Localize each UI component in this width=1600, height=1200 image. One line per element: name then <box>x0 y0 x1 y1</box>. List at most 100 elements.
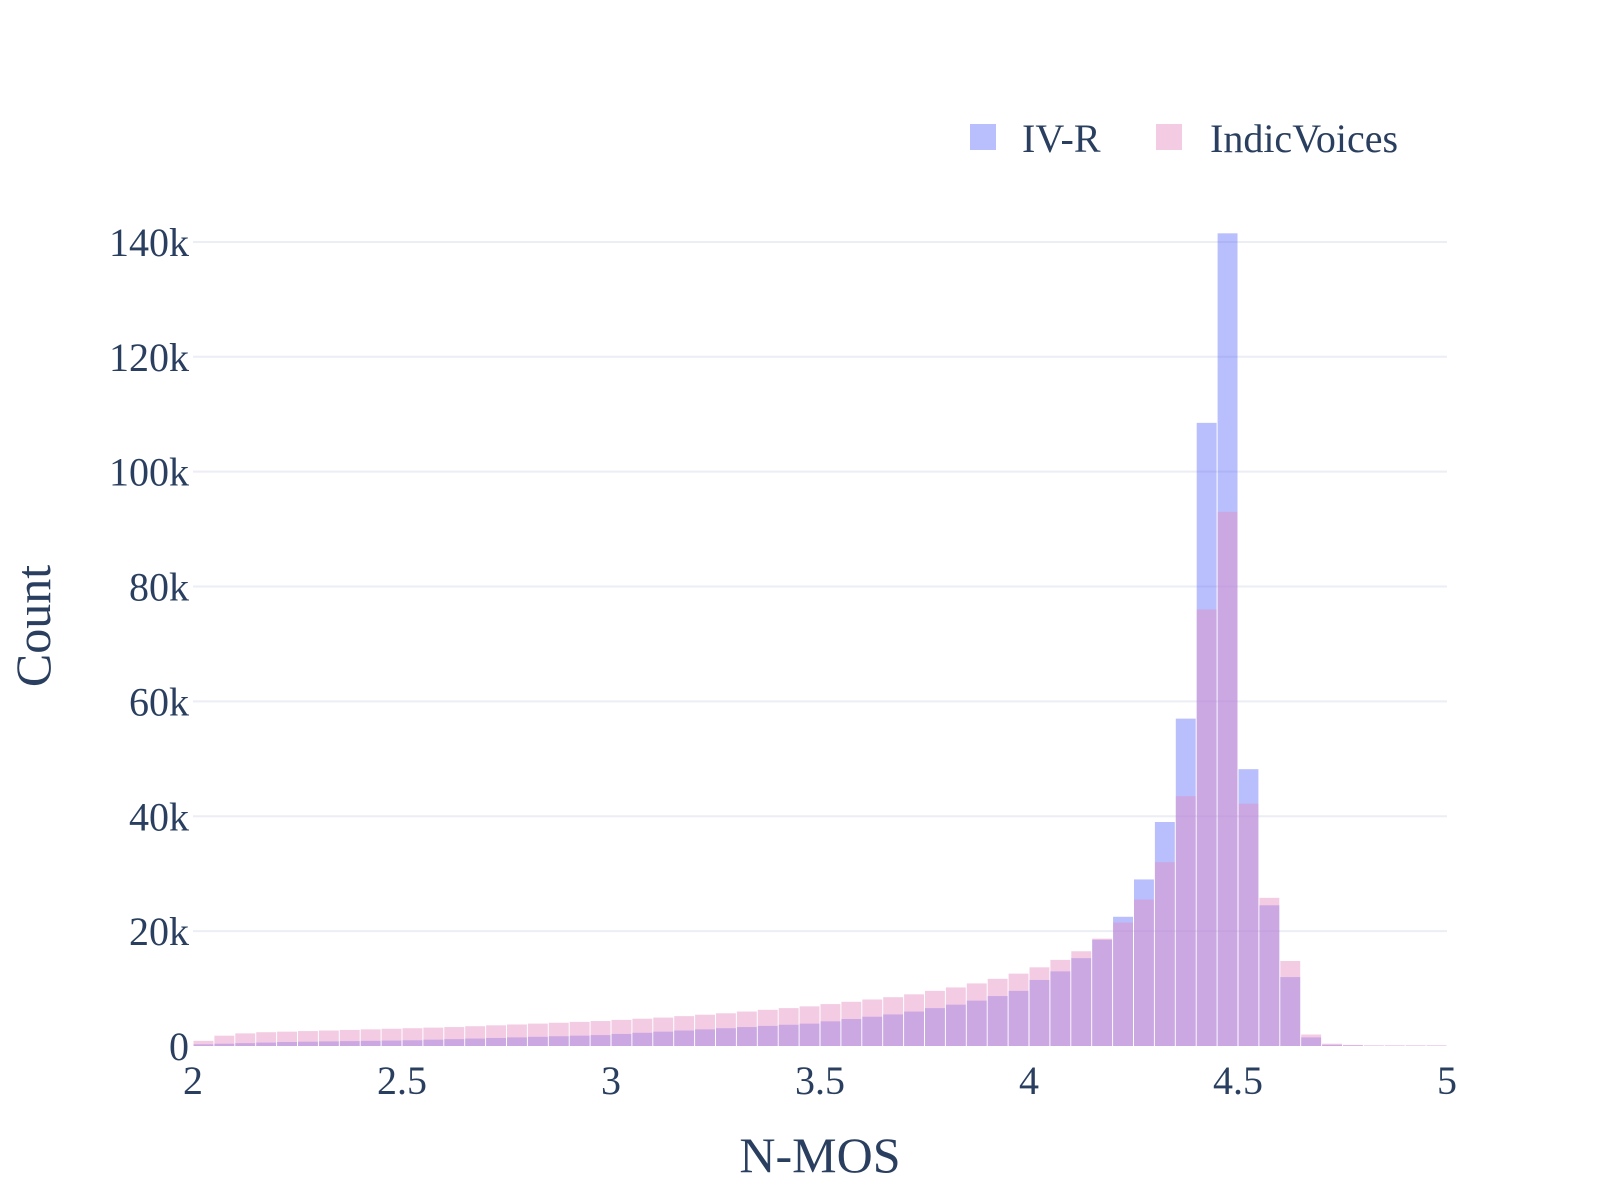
y-tick-label: 100k <box>109 450 189 495</box>
histogram-bar <box>1154 822 1175 1046</box>
histogram-bar <box>757 1009 778 1046</box>
histogram-bar <box>883 1014 904 1046</box>
histogram-bar <box>736 1011 757 1046</box>
histogram-bar <box>1301 1037 1322 1046</box>
series-iv-r <box>193 233 1447 1047</box>
histogram-bar <box>1384 1045 1405 1046</box>
histogram-bar <box>423 1039 444 1046</box>
gridlines <box>193 240 1447 933</box>
x-axis-ticks: 2 2.5 3 3.5 4 4.5 5 <box>183 1058 1457 1103</box>
histogram-bar <box>339 1029 360 1046</box>
series-indicvoices <box>193 511 1447 1046</box>
histogram-bar <box>883 997 904 1046</box>
legend[interactable]: IV-R IndicVoices <box>970 116 1398 161</box>
legend-label-indicvoices: IndicVoices <box>1210 116 1398 161</box>
histogram-bar <box>486 1025 506 1046</box>
histogram-bar <box>632 1018 653 1046</box>
histogram-bar <box>987 978 1008 1046</box>
y-axis-ticks: 0 20k 40k 60k 80k 100k 120k 140k <box>109 220 189 1069</box>
histogram-bar <box>1175 796 1196 1046</box>
histogram-bar <box>716 1028 736 1046</box>
legend-item-iv-r[interactable]: IV-R <box>970 116 1101 161</box>
histogram-bar <box>1259 905 1280 1046</box>
histogram-bars <box>193 233 1447 1047</box>
histogram-bar <box>1071 951 1092 1046</box>
histogram-bar <box>611 1019 632 1046</box>
histogram-bar <box>298 1041 318 1046</box>
histogram-bar <box>318 1030 339 1046</box>
histogram-bar <box>841 1001 862 1046</box>
legend-item-indicvoices[interactable]: IndicVoices <box>1156 116 1398 161</box>
histogram-bar <box>1238 803 1259 1046</box>
histogram-bar <box>1322 1043 1342 1046</box>
histogram-bar <box>527 1023 548 1046</box>
histogram-bar <box>381 1028 402 1046</box>
histogram-bar <box>444 1039 465 1046</box>
histogram-bar <box>1196 609 1217 1046</box>
legend-swatch-iv-r <box>970 124 996 150</box>
histogram-bar <box>298 1031 318 1046</box>
histogram-bar <box>402 1028 423 1046</box>
histogram-bar <box>486 1037 506 1046</box>
histogram-bar <box>611 1033 632 1046</box>
histogram-bar <box>256 1032 277 1046</box>
histogram-bar <box>862 1016 883 1046</box>
histogram-bar <box>590 1035 611 1046</box>
y-tick-label: 120k <box>109 335 189 380</box>
histogram-bar <box>235 1033 256 1046</box>
y-tick-label: 20k <box>129 909 189 954</box>
histogram-bar <box>360 1040 381 1046</box>
y-tick-label: 140k <box>109 220 189 265</box>
histogram-bar <box>925 1008 945 1046</box>
histogram-bar <box>1426 1045 1447 1046</box>
legend-label-iv-r: IV-R <box>1022 116 1101 161</box>
x-tick-label: 4 <box>1019 1058 1039 1103</box>
histogram-bar <box>695 1014 715 1046</box>
histogram-bar <box>1071 958 1092 1046</box>
histogram-bar <box>757 1025 778 1046</box>
histogram-bar <box>1092 938 1113 1046</box>
histogram-bar <box>841 1019 862 1046</box>
histogram-bar <box>987 996 1008 1046</box>
histogram-bar <box>653 1017 674 1046</box>
histogram-bar <box>1008 973 1029 1046</box>
histogram-bar <box>256 1042 277 1046</box>
y-tick-label: 60k <box>129 679 189 724</box>
histogram-bar <box>590 1021 611 1046</box>
x-tick-label: 2.5 <box>377 1058 427 1103</box>
histogram-bar <box>1280 961 1301 1046</box>
histogram-bar <box>402 1040 423 1046</box>
histogram-bar <box>1050 971 1071 1046</box>
histogram-bar <box>966 983 987 1046</box>
y-tick-label: 40k <box>129 794 189 839</box>
histogram-bar <box>1050 959 1071 1046</box>
y-tick-label: 0 <box>169 1024 189 1069</box>
histogram-bar <box>1134 899 1154 1046</box>
x-tick-label: 2 <box>183 1058 203 1103</box>
histogram-bar <box>925 990 945 1046</box>
histogram-bar <box>214 1035 235 1046</box>
histogram-bar <box>1175 718 1196 1046</box>
legend-swatch-indicvoices <box>1156 124 1182 150</box>
histogram-bar <box>1113 916 1133 1046</box>
x-tick-label: 5 <box>1437 1058 1457 1103</box>
histogram-bar <box>548 1022 569 1046</box>
histogram-bar <box>1092 939 1113 1046</box>
histogram-bar <box>444 1027 465 1046</box>
histogram-bar <box>778 1008 799 1046</box>
histogram-bar <box>632 1032 653 1046</box>
histogram-bar <box>1301 1034 1322 1046</box>
histogram-bar <box>1343 1044 1363 1046</box>
histogram-bar <box>277 1031 297 1046</box>
histogram-bar <box>360 1029 381 1046</box>
histogram-bar <box>423 1027 444 1046</box>
histogram-bar <box>548 1036 569 1046</box>
histogram-bar <box>716 1013 736 1046</box>
histogram-bar <box>277 1041 297 1046</box>
histogram-bar <box>778 1024 799 1046</box>
histogram-bar <box>1029 967 1050 1046</box>
histogram-bar <box>674 1030 695 1046</box>
histogram-bar <box>193 1040 214 1046</box>
histogram-bar <box>569 1021 590 1046</box>
histogram-bar <box>862 999 883 1046</box>
